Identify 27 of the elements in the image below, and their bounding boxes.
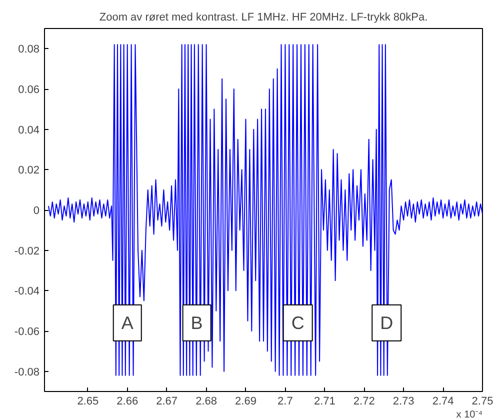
x-tick-label: 2.68 xyxy=(196,396,217,408)
y-tick-label: -0.04 xyxy=(14,286,40,298)
x-tick-label: 2.71 xyxy=(314,396,336,408)
x-tick-label: 2.7 xyxy=(278,396,293,408)
chart-title: Zoom av røret med kontrast. LF 1MHz. HF 20MHz. LF-trykk 80kPa. xyxy=(99,12,428,24)
y-tick-label: 0.06 xyxy=(18,84,40,96)
annotation: A xyxy=(121,312,134,333)
annotation: D xyxy=(380,312,394,333)
x-tick-label: 2.75 xyxy=(472,396,494,408)
y-tick-label: -0.08 xyxy=(14,366,40,378)
y-tick-label: -0.02 xyxy=(14,245,40,258)
y-tick-label: 0.08 xyxy=(18,44,40,56)
x-tick-label: 2.65 xyxy=(77,396,99,408)
annotation: C xyxy=(291,312,304,333)
y-tick-label: 0 xyxy=(33,205,40,217)
x-tick-label: 2.67 xyxy=(156,396,178,408)
x-tick-label: 2.72 xyxy=(353,396,375,408)
y-tick-label: 0.02 xyxy=(18,164,40,177)
text: x 10⁻⁴ xyxy=(456,410,483,420)
line-series xyxy=(48,44,482,376)
x-tick-label: 2.66 xyxy=(116,396,138,408)
y-tick-label: -0.06 xyxy=(14,326,40,338)
x-tick-label: 2.73 xyxy=(392,396,414,408)
y-tick-label: 0.04 xyxy=(18,124,40,136)
annotation: B xyxy=(190,312,203,333)
x-tick-label: 2.74 xyxy=(432,396,454,408)
x-tick-label: 2.69 xyxy=(235,396,256,408)
